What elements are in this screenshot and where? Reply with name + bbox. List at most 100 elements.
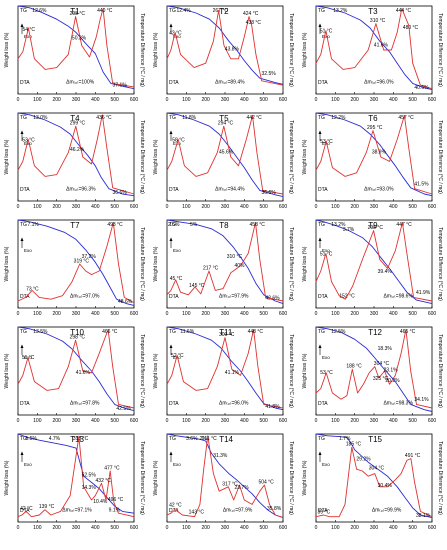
x-tick-label: 600 [428, 204, 437, 210]
x-tick-label: 100 [331, 418, 340, 424]
exo-label: Exo [322, 355, 330, 360]
annotation: 38.9% [372, 150, 387, 156]
panel-title: T5 [219, 114, 229, 123]
annotation: 39 °C [318, 509, 331, 515]
plot-frame [315, 5, 433, 95]
exo-label: Exo [173, 355, 181, 360]
x-tick-label: 300 [370, 204, 379, 210]
panel-t9: 0 100 200 300 400 500 600 Weight loss (%) Temper… [302, 219, 443, 317]
annotation: 41.1% [225, 370, 240, 376]
x-tick-label: 500 [408, 204, 417, 210]
annotation: Δmₜₒₜ=96.3% [66, 187, 96, 193]
annotation: 458 °C [250, 222, 266, 228]
annotation: Δmₜₒₜ=97.1% [62, 508, 92, 514]
dta-label: DTA [20, 401, 30, 407]
series-dta-line [315, 329, 433, 409]
x-tick-label: 100 [182, 311, 191, 317]
x-tick-label: 200 [350, 97, 359, 103]
annotation: 5.5% [26, 436, 38, 442]
series-tg-line [315, 433, 433, 519]
annotation: 41.6% [374, 43, 389, 49]
y-right-axis-label: Temperature Difference (°C / mg) [288, 13, 294, 87]
annotation: 41.5% [414, 181, 429, 187]
y-right-axis-label: Temperature Difference (°C / mg) [139, 120, 145, 194]
x-tick-label: 400 [91, 97, 100, 103]
x-tick-label: 300 [72, 311, 81, 317]
tg-label: TG [169, 436, 176, 442]
dta-label: DTA [169, 294, 179, 300]
annotation: 42.5% [116, 406, 131, 412]
exo-label: Exo [322, 248, 330, 253]
x-tick-label: 200 [52, 204, 61, 210]
annotation: Δmₜₒₜ=98.6% [383, 294, 413, 300]
exo-label: Exo [24, 462, 32, 467]
x-tick-label: 100 [182, 418, 191, 424]
dta-label: DTA [169, 187, 179, 193]
annotation: 310 °C [227, 254, 243, 260]
x-tick-label: 600 [130, 204, 139, 210]
x-tick-label: 0 [17, 525, 20, 531]
x-tick-label: 200 [350, 418, 359, 424]
x-tick-label: 400 [240, 204, 249, 210]
x-tick-label: 0 [315, 97, 318, 103]
annotation: 298 °C [70, 335, 86, 341]
x-tick-label: 400 [91, 418, 100, 424]
annotation: 54 °C [22, 27, 35, 33]
series-dta-line [166, 9, 284, 86]
annotation: 442 °C [246, 115, 262, 121]
x-tick-label: 200 [52, 525, 61, 531]
x-tick-label: 200 [201, 204, 210, 210]
y-right-axis-label: Temperature Difference (°C / mg) [437, 334, 443, 408]
annotation: 41.9% [416, 290, 431, 296]
x-tick-label: 100 [182, 97, 191, 103]
annotation: 317 °C [222, 481, 238, 487]
x-tick-label: 200 [52, 418, 61, 424]
panel-title: T11 [219, 328, 233, 337]
exo-label: Exo [322, 34, 330, 39]
annotation: 444 °C [396, 8, 412, 14]
series-tg-line [17, 112, 135, 197]
annotation: 299 °C [70, 121, 86, 127]
x-tick-label: 300 [221, 525, 230, 531]
series-dta-line [17, 436, 135, 518]
series-dta-line [315, 115, 433, 195]
exo-label: Exo [173, 462, 181, 467]
annotation: 38.1% [416, 513, 431, 519]
exo-arrow-head-icon [169, 23, 173, 27]
x-tick-label: 400 [240, 418, 249, 424]
panel-t11: 0 100 200 300 400 500 600 Weight loss (%) Temper… [153, 326, 294, 424]
y-left-axis-label: Weight loss (%) [302, 353, 308, 388]
x-tick-label: 200 [52, 311, 61, 317]
annotation: 438 °C [246, 20, 262, 26]
x-tick-label: 200 [201, 97, 210, 103]
x-tick-label: 600 [428, 525, 437, 531]
x-tick-label: 400 [389, 97, 398, 103]
annotation: 9.1% [109, 508, 121, 514]
x-tick-label: 200 [201, 418, 210, 424]
x-tick-label: 100 [182, 525, 191, 531]
annotation: Δmₜₒₜ=99.9% [372, 508, 402, 514]
y-right-axis-label: Temperature Difference (°C / mg) [288, 227, 294, 301]
x-tick-label: 300 [221, 204, 230, 210]
x-tick-label: 100 [33, 97, 42, 103]
x-tick-label: 100 [331, 204, 340, 210]
exo-arrow-head-icon [318, 23, 322, 27]
annotation: 41.6% [76, 370, 91, 376]
x-tick-label: 500 [408, 525, 417, 531]
y-left-axis-label: Weight loss (%) [153, 32, 159, 67]
panel-t2: 0 100 200 300 400 500 600 Weight loss (%) Temper… [153, 5, 294, 103]
panel-t13: 0 100 200 300 400 500 600 Weight loss (%) Temper… [4, 433, 145, 531]
annotation: 188 °C [346, 364, 362, 370]
annotation: 12.5% [331, 329, 346, 335]
x-tick-label: 300 [221, 97, 230, 103]
x-tick-label: 500 [259, 311, 268, 317]
annotation: 53 °C [22, 137, 35, 143]
annotation: 496 °C [108, 497, 124, 503]
annotation: 304 °C [369, 465, 385, 471]
plot-frame [166, 219, 284, 309]
annotation: 12.4% [176, 8, 191, 14]
series-tg-line [166, 5, 284, 85]
annotation: 43.8% [225, 46, 240, 52]
annotation: 7.1% [27, 222, 39, 228]
